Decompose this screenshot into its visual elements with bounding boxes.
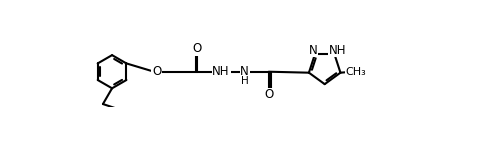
Text: N: N	[240, 65, 249, 78]
Text: O: O	[152, 65, 161, 78]
Text: O: O	[264, 88, 274, 101]
Text: NH: NH	[213, 65, 230, 78]
Text: O: O	[193, 42, 202, 55]
Text: H: H	[241, 76, 249, 86]
Text: CH₃: CH₃	[346, 67, 367, 77]
Text: NH: NH	[329, 43, 346, 57]
Text: N: N	[309, 43, 318, 57]
